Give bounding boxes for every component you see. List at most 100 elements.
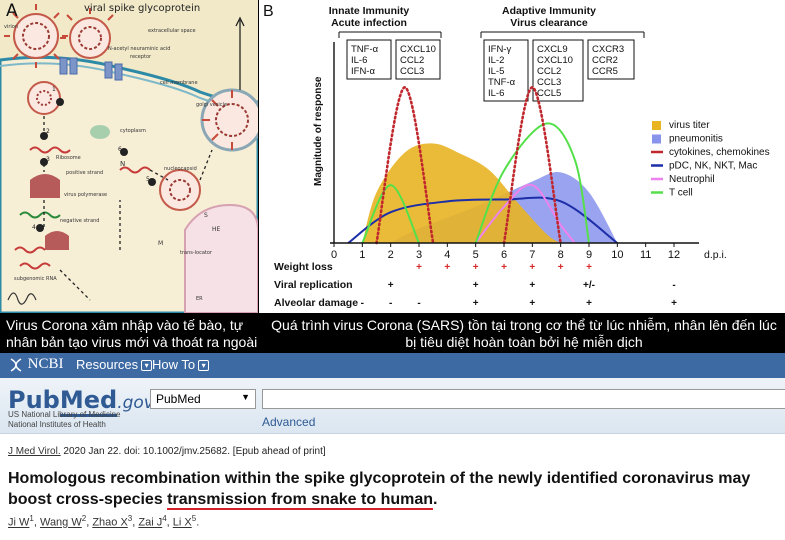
author-link[interactable]: Wang W	[39, 516, 82, 529]
author-affiliation: 2	[81, 514, 87, 523]
panel-a-letter: A	[6, 1, 18, 21]
box1-line: TNF-α	[351, 44, 379, 55]
author-separator: .	[196, 516, 200, 529]
legend-label: pneumonitis	[669, 134, 723, 145]
box5-line: CCR2	[592, 55, 618, 66]
row-mark: +	[529, 280, 535, 291]
caption-left: Virus Corona xâm nhập vào tế bào, tự nhâ…	[6, 317, 258, 350]
series-cytokines-1	[375, 86, 435, 245]
series-cytokines-2	[502, 86, 562, 245]
article-title: Homologous recombination within the spik…	[8, 468, 778, 510]
logo-pub: Pub	[8, 386, 60, 414]
x-unit-label: d.p.i.	[704, 249, 727, 261]
legend-label: cytokines, chemokines	[669, 147, 770, 158]
box4-line: CXCL10	[537, 55, 573, 66]
series-tcell-2	[474, 122, 590, 244]
legend-label: Neutrophil	[669, 174, 715, 185]
nih-label: National Institutes of Health	[8, 420, 106, 429]
resources-menu[interactable]: Resources ▾	[76, 357, 153, 372]
box5-line: CCR5	[592, 66, 618, 77]
database-select[interactable]: PubMed ▼	[150, 389, 256, 409]
panel-b-letter: B	[263, 3, 274, 20]
box1-line: IFN-α	[351, 66, 375, 77]
x-tick-label: 9	[586, 249, 592, 261]
x-tick-label: 4	[444, 249, 450, 261]
author-affiliation: 3	[127, 514, 133, 523]
step-number: 1	[52, 86, 56, 93]
row-mark: +	[671, 298, 677, 309]
row-label: Alveolar damage	[274, 297, 358, 309]
search-input[interactable]	[262, 389, 785, 409]
pubmed-logo[interactable]: PubMed.gov	[8, 386, 154, 417]
legend-label: pDC, NK, NKT, Mac	[669, 161, 757, 172]
advanced-link[interactable]: Advanced	[262, 415, 316, 429]
title-main: Homologous recombination within the spik…	[8, 470, 751, 508]
nucleocapsid-label: nucleocapsid	[164, 166, 197, 172]
logo-gov: .gov	[117, 393, 154, 413]
legend-label: virus titer	[669, 120, 710, 131]
row-mark: +	[586, 262, 592, 273]
x-tick-label: 5	[473, 249, 479, 261]
x-tick-label: 11	[640, 249, 651, 261]
he-label: HE	[212, 226, 221, 233]
legend-swatch	[652, 134, 661, 144]
row-mark: -	[361, 298, 364, 309]
box3-line: IL-2	[488, 55, 504, 66]
x-tick-label: 3	[416, 249, 422, 261]
x-tick-label: 1	[359, 249, 365, 261]
ncbi-logo[interactable]: NCBI	[8, 356, 63, 373]
ribosome-label: Ribosome	[56, 155, 81, 161]
box3-line: TNF-α	[488, 77, 516, 88]
row-mark: -	[417, 298, 420, 309]
translocator-label: trans-locator	[180, 250, 212, 256]
budding-virion-icon	[200, 88, 258, 152]
box3-line: IL-6	[488, 88, 504, 99]
x-tick-label: 10	[611, 249, 623, 261]
ncbi-toolbar: NCBI Resources ▾ How To ▾	[0, 353, 785, 378]
phase1-subtitle: Acute infection	[331, 17, 407, 29]
pubmed-header: PubMed.gov US National Library of Medici…	[0, 378, 785, 434]
m-label: M	[158, 240, 164, 247]
step-number: 3	[46, 156, 50, 163]
journal-link[interactable]: J Med Virol.	[8, 446, 61, 457]
author-separator: ,	[166, 516, 173, 529]
box2-frame	[395, 39, 441, 80]
x-tick-label: 6	[501, 249, 507, 261]
author-link[interactable]: Zhao X	[92, 516, 128, 529]
howto-label: How To	[152, 357, 196, 372]
spike-glycoprotein-label: viral spike glycoprotein	[84, 3, 201, 14]
row-mark: +	[388, 280, 394, 291]
box1-line: IL-6	[351, 55, 367, 66]
howto-menu[interactable]: How To ▾	[152, 357, 210, 372]
virion-icon	[4, 4, 68, 68]
golgi-label: golgi vesicle	[196, 102, 228, 108]
series-pdc-nk-nkt-mac	[347, 196, 618, 244]
box2-line: CCL2	[400, 55, 424, 66]
box4-line: CXCL9	[537, 44, 568, 55]
legend-swatch	[652, 121, 661, 130]
row-mark: +	[558, 262, 564, 273]
author-link[interactable]: Zai J	[138, 516, 163, 529]
series-virus-titer	[362, 143, 561, 243]
row-mark: +	[586, 298, 592, 309]
x-tick-label: 2	[388, 249, 394, 261]
box4-line: CCL2	[537, 66, 561, 77]
row-mark: +	[473, 262, 479, 273]
row-mark: -	[389, 298, 392, 309]
row-mark: +	[444, 262, 450, 273]
row-label: Weight loss	[274, 261, 333, 273]
negative-strand-label: negative strand	[60, 218, 100, 224]
caption-right: Quá trình virus Corona (SARS) tồn tại tr…	[271, 317, 777, 350]
immune-response-chart: B Innate Immunity Acute infection Adaptive …	[259, 0, 785, 313]
phase2-subtitle: Virus clearance	[510, 17, 588, 29]
s-label: S	[204, 212, 208, 219]
box3-line: IL-5	[488, 66, 504, 77]
author-affiliation: 5	[191, 514, 197, 523]
box3-line: IFN-γ	[488, 44, 511, 55]
author-link[interactable]: Li X	[172, 516, 192, 529]
box5-line: CXCR3	[592, 44, 624, 55]
lifecycle-illustration	[0, 4, 258, 313]
row-mark: +/-	[583, 280, 595, 291]
x-tick-label: 12	[668, 249, 680, 261]
author-link[interactable]: Ji W	[8, 516, 30, 529]
